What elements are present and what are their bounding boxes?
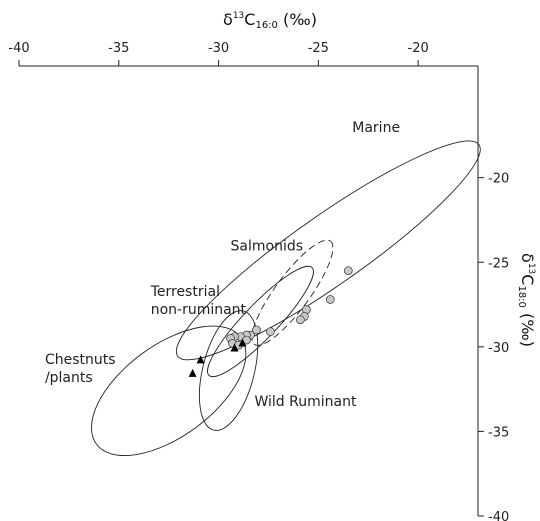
x-axis-title-sub: 16:0 bbox=[255, 20, 277, 31]
x-tick-label: -30 bbox=[208, 41, 229, 56]
data-point-circle bbox=[343, 266, 353, 276]
y-tick-label: -35 bbox=[488, 425, 509, 440]
region-ellipse-salmonids bbox=[251, 239, 334, 346]
data-point-triangle bbox=[230, 343, 239, 352]
data-point-triangle bbox=[188, 368, 197, 377]
y-axis-title-delta: δ bbox=[518, 253, 537, 263]
region-label-line: non-ruminant bbox=[151, 302, 247, 318]
region-label-line: Salmonids bbox=[231, 238, 304, 254]
y-tick-label: -20 bbox=[488, 172, 509, 187]
y-tick-label: -40 bbox=[488, 510, 509, 521]
regions-layer bbox=[91, 140, 481, 457]
points-layer bbox=[188, 266, 353, 377]
y-axis-title-sup: 13 bbox=[526, 263, 536, 274]
region-label-marine: Marine bbox=[352, 120, 400, 136]
y-axis-title-base: C bbox=[518, 274, 537, 285]
x-axis-title-delta: δ bbox=[223, 10, 233, 29]
region-label-chestnuts-plants: Chestnuts/plants bbox=[45, 352, 116, 386]
region-label-line: /plants bbox=[45, 370, 93, 386]
x-axis-title-unit: (‰) bbox=[278, 10, 317, 29]
data-point-circle bbox=[266, 327, 275, 336]
data-point-circle bbox=[296, 315, 305, 325]
x-axis-title-base: C bbox=[244, 10, 255, 29]
y-axis-title: δ13C18:0 (‰) bbox=[516, 253, 537, 347]
x-axis-title: δ13C16:0 (‰) bbox=[223, 10, 317, 31]
data-point-circle bbox=[252, 325, 261, 335]
region-label-wild-ruminant: Wild Ruminant bbox=[254, 394, 356, 410]
x-axis-title-sup: 13 bbox=[233, 11, 244, 21]
region-ellipse-chestnuts-plants bbox=[91, 325, 247, 457]
region-label-salmonids: Salmonids bbox=[231, 238, 304, 254]
region-label-line: Wild Ruminant bbox=[254, 394, 356, 410]
data-point-circle bbox=[325, 295, 335, 304]
region-ellipse-terrestrial-non-ruminant bbox=[207, 265, 314, 378]
y-tick-label: -30 bbox=[488, 341, 509, 356]
region-label-line: Chestnuts bbox=[45, 352, 116, 368]
y-axis-title-unit: (‰) bbox=[518, 308, 537, 347]
y-tick-label: -25 bbox=[488, 256, 509, 271]
region-label-line: Terrestrial bbox=[150, 284, 220, 300]
y-axis-title-sub: 18:0 bbox=[516, 285, 527, 307]
x-tick-label: -40 bbox=[8, 41, 29, 56]
region-label-line: Marine bbox=[352, 120, 400, 136]
data-point-triangle bbox=[196, 355, 205, 364]
region-ellipse-marine bbox=[175, 140, 481, 361]
x-tick-label: -20 bbox=[408, 41, 429, 56]
region-ellipse-wild-ruminant bbox=[198, 310, 259, 431]
data-point-triangle bbox=[238, 338, 247, 347]
x-tick-label: -35 bbox=[108, 41, 129, 56]
x-tick-label: -25 bbox=[308, 41, 329, 56]
labels-layer: Marine Salmonids Terrestrial non-ruminant Ch… bbox=[45, 120, 400, 410]
region-label-terrestrial-non-ruminant: Terrestrial non-ruminant bbox=[150, 284, 247, 318]
